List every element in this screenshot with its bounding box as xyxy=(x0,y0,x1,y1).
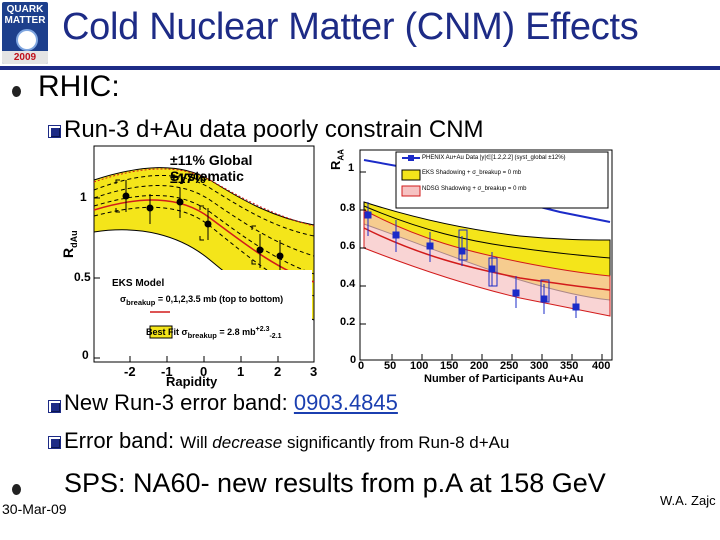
logo-year: 2009 xyxy=(2,51,48,64)
bullet-dot-icon xyxy=(12,482,21,500)
right-xlabel: Number of Participants Au+Au xyxy=(424,373,584,385)
right-plot-svg xyxy=(359,149,613,361)
right-xtick: 400 xyxy=(592,360,611,372)
right-x-ticks-marks xyxy=(391,354,603,360)
left-x-ticks-marks xyxy=(129,356,315,362)
left-ytick-1: 1 xyxy=(80,190,87,204)
bullet-square-icon xyxy=(48,400,61,418)
left-point xyxy=(122,192,130,200)
left-annot-global: ±11% Global Systematic xyxy=(170,152,253,184)
logo-line1: QUARK xyxy=(6,4,44,15)
bullet-square-icon xyxy=(48,436,61,454)
left-fit-upper xyxy=(93,168,315,227)
left-xtick: 2 xyxy=(274,364,282,379)
bullet-error-band: Error band: Will decrease significantly … xyxy=(64,428,510,453)
left-ylabel: RdAu xyxy=(60,230,79,258)
logo-line2: MATTER xyxy=(4,15,46,26)
title-divider xyxy=(0,66,720,70)
right-xtick: 100 xyxy=(410,360,429,372)
left-legend-line1: σbreakup = 0,1,2,3.5 mb (top to bottom) xyxy=(120,294,284,307)
right-ytick: 0 xyxy=(350,354,357,366)
right-ytick: 0.4 xyxy=(340,278,356,290)
left-legend-box xyxy=(114,270,312,352)
left-point xyxy=(146,204,154,212)
bullet-rhic: RHIC: xyxy=(38,70,120,103)
left-data-points xyxy=(122,180,284,272)
footer-author: W.A. Zajc xyxy=(660,493,716,508)
bullet-new-run3: New Run-3 error band: 0903.4845 xyxy=(64,390,398,415)
left-xtick: 0 xyxy=(200,364,208,379)
right-point xyxy=(512,289,520,297)
arxiv-link[interactable]: 0903.4845 xyxy=(293,390,398,415)
atom-icon xyxy=(16,29,38,51)
right-ndsg-curve xyxy=(363,227,611,291)
right-legend-ndsg: NDSG Shadowing + σ_breakup = 0 mb xyxy=(422,186,527,192)
right-point xyxy=(426,242,434,250)
left-xtick: -1 xyxy=(161,364,173,379)
right-point xyxy=(488,265,496,273)
slide-title: Cold Nuclear Matter (CNM) Effects xyxy=(62,6,639,48)
left-point xyxy=(256,246,264,254)
left-xtick: -2 xyxy=(124,364,136,379)
right-plot: RAA 1 0.8 0.6 0.4 0.2 0 0 50 100 150 200… xyxy=(320,140,620,390)
right-xtick: 50 xyxy=(384,360,397,372)
right-point xyxy=(364,211,372,219)
right-ytick: 0.6 xyxy=(340,240,356,252)
right-xtick: 250 xyxy=(500,360,519,372)
left-xlabel: Rapidity xyxy=(166,374,218,389)
footer-date: 30-Mar-09 xyxy=(2,501,67,517)
left-curve-0mb xyxy=(93,175,315,237)
left-curve-1mb xyxy=(93,185,315,257)
right-point xyxy=(572,303,580,311)
bullet-dot-icon xyxy=(12,84,21,102)
right-legend-phenix: PHENIX Au+Au Data |y|∈[1.2,2.2] (syst_gl… xyxy=(422,155,566,161)
left-ytick-0: 0 xyxy=(82,348,89,362)
left-ytick-05: 0.5 xyxy=(74,270,91,284)
right-point xyxy=(392,231,400,239)
right-syst-boxes xyxy=(458,229,550,303)
left-xtick: 1 xyxy=(237,364,245,379)
right-point xyxy=(458,247,466,255)
quark-matter-logo: QUARK MATTER 2009 xyxy=(2,2,48,64)
left-annot-pct: ±17% xyxy=(170,170,206,186)
right-legend-box xyxy=(395,151,609,209)
right-xtick: 300 xyxy=(530,360,549,372)
left-plot-svg xyxy=(93,145,315,363)
right-ytick: 0.8 xyxy=(340,202,356,214)
right-ytick: 1 xyxy=(348,162,355,174)
right-data-points xyxy=(364,202,580,318)
right-xtick: 150 xyxy=(440,360,459,372)
right-ytick: 0.2 xyxy=(340,316,356,328)
left-legend-line2: Best Fit σbreakup = 2.8 mb+2.3-2.1 xyxy=(146,326,282,340)
left-xtick: 3 xyxy=(310,364,318,379)
left-point xyxy=(176,198,184,206)
right-ylabel: RAA xyxy=(328,149,346,170)
bullet-sps: SPS: NA60- new results from p.A at 158 G… xyxy=(64,468,606,498)
left-legend-title: EKS Model xyxy=(112,278,165,289)
left-plot: RdAu 1 0.5 0 -2 -1 0 1 2 3 Rapidity ±11%… xyxy=(30,140,330,390)
left-syst-brackets xyxy=(115,179,256,265)
left-point xyxy=(204,220,212,228)
right-xtick: 200 xyxy=(470,360,489,372)
bullet-square-icon xyxy=(48,125,61,143)
right-xtick: 350 xyxy=(560,360,579,372)
right-y-ticks-marks xyxy=(360,171,366,325)
left-point xyxy=(276,252,284,260)
right-legend-eks: EKS Shadowing + σ_breakup = 0 mb xyxy=(422,170,522,176)
left-y-ticks-marks xyxy=(94,197,100,359)
right-point xyxy=(540,295,548,303)
bullet-run3: Run-3 d+Au data poorly constrain CNM xyxy=(64,116,484,143)
right-xtick: 0 xyxy=(358,360,365,372)
right-eks-curve xyxy=(363,205,611,259)
